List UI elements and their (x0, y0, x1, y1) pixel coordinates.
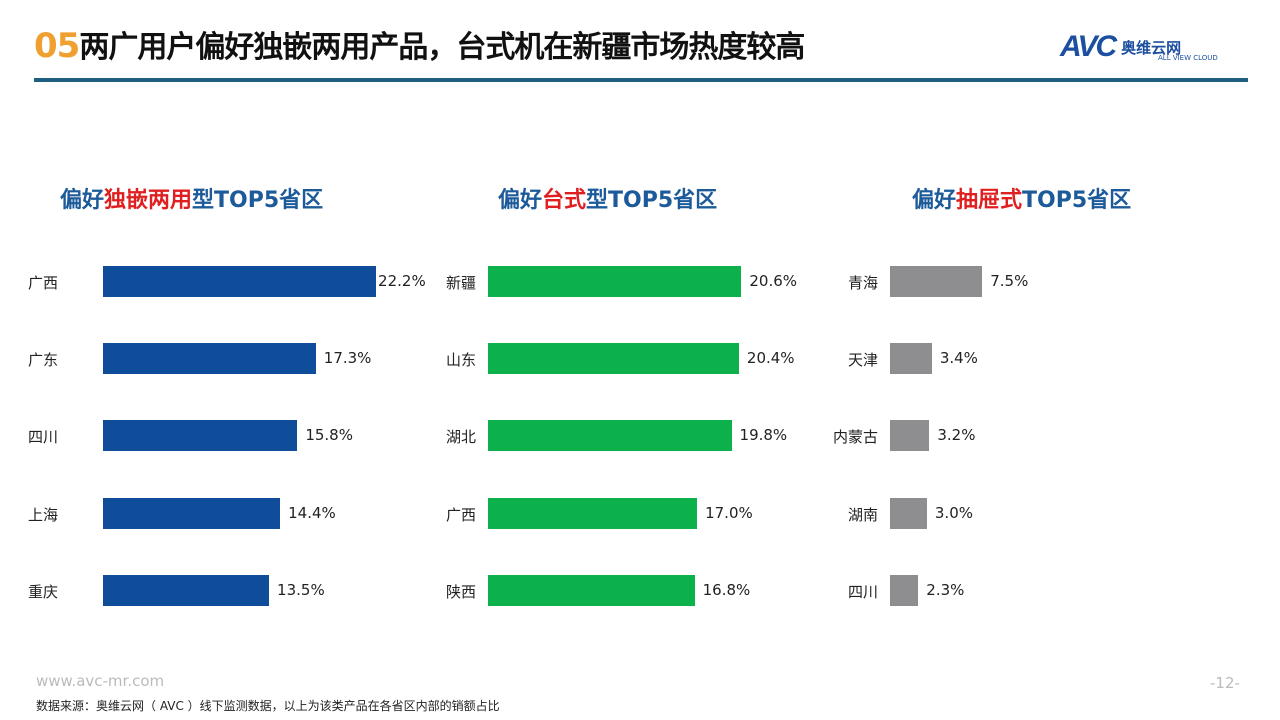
category-label: 广西 (445, 506, 476, 524)
avc-logo: AVC 奥维云网 ALL VIEW CLOUD (1060, 30, 1218, 64)
category-label: 陕西 (445, 583, 476, 601)
chart-title-highlight: 抽屉式 (956, 188, 1023, 213)
category-label: 重庆 (27, 583, 58, 601)
page-number: -12- (1210, 674, 1240, 692)
chart-title-highlight: 台式 (542, 188, 587, 213)
bar (488, 420, 732, 451)
data-label: 20.6% (749, 272, 798, 290)
data-label: 22.2% (378, 272, 426, 290)
bar (488, 498, 698, 529)
bar (488, 343, 739, 374)
data-label: 20.4% (746, 349, 795, 367)
section-number: 05 (34, 26, 80, 66)
data-label: 14.4% (288, 504, 336, 522)
category-label: 四川 (847, 583, 878, 601)
logo-mark: AVC (1060, 30, 1117, 63)
bar (890, 575, 919, 606)
chart-title-prefix: 偏好 (60, 188, 105, 213)
data-label: 17.3% (323, 349, 372, 367)
bar (488, 575, 695, 606)
category-label: 内蒙古 (832, 428, 878, 446)
category-label: 广东 (27, 351, 58, 369)
bar (103, 343, 316, 374)
data-label: 19.8% (739, 426, 788, 444)
category-label: 天津 (847, 351, 878, 369)
category-label: 四川 (27, 428, 58, 446)
data-label: 13.5% (277, 581, 325, 599)
logo-cn: 奥维云网 (1121, 38, 1182, 57)
data-label: 3.0% (934, 504, 973, 522)
page-title: 05两广用户偏好独嵌两用产品，台式机在新疆市场热度较高 (34, 22, 805, 66)
data-label: 16.8% (702, 581, 751, 599)
bar (890, 498, 927, 529)
chart-title-suffix: TOP5省区 (1022, 188, 1132, 213)
data-label: 2.3% (926, 581, 965, 599)
logo-en: ALL VIEW CLOUD (1158, 54, 1218, 62)
category-label: 广西 (27, 274, 58, 292)
data-label: 15.8% (305, 426, 353, 444)
bar (103, 575, 270, 606)
chart-title-suffix: 型TOP5省区 (586, 188, 718, 213)
chart-title-prefix: 偏好 (498, 188, 543, 213)
data-label: 17.0% (705, 504, 753, 522)
category-label: 湖南 (847, 506, 878, 524)
chart-title-highlight: 独嵌两用 (104, 188, 193, 213)
bar (103, 498, 281, 529)
data-label: 3.2% (937, 426, 976, 444)
category-label: 上海 (27, 506, 58, 524)
chart-title-prefix: 偏好 (912, 188, 957, 213)
bar (488, 266, 742, 297)
data-source: 数据来源：奥维云网（ AVC ）线下监测数据，以上为该类产品在各省区内部的销额占… (36, 699, 500, 713)
chart-title: 偏好抽屉式TOP5省区 (912, 182, 1131, 214)
category-label: 青海 (847, 274, 878, 292)
header-divider (34, 78, 1248, 82)
bar (103, 266, 377, 297)
chart-title-suffix: 型TOP5省区 (192, 188, 324, 213)
category-label: 新疆 (445, 274, 476, 292)
category-label: 湖北 (445, 428, 476, 446)
title-text: 两广用户偏好独嵌两用产品，台式机在新疆市场热度较高 (79, 30, 805, 65)
data-label: 7.5% (990, 272, 1029, 290)
data-label: 3.4% (939, 349, 978, 367)
bar (103, 420, 298, 451)
chart-title: 偏好独嵌两用型TOP5省区 (60, 182, 323, 214)
bar (890, 420, 930, 451)
bar (890, 266, 983, 297)
website-url: www.avc-mr.com (36, 672, 165, 690)
chart-title: 偏好台式型TOP5省区 (498, 182, 717, 214)
bar (890, 343, 932, 374)
category-label: 山东 (445, 351, 476, 369)
